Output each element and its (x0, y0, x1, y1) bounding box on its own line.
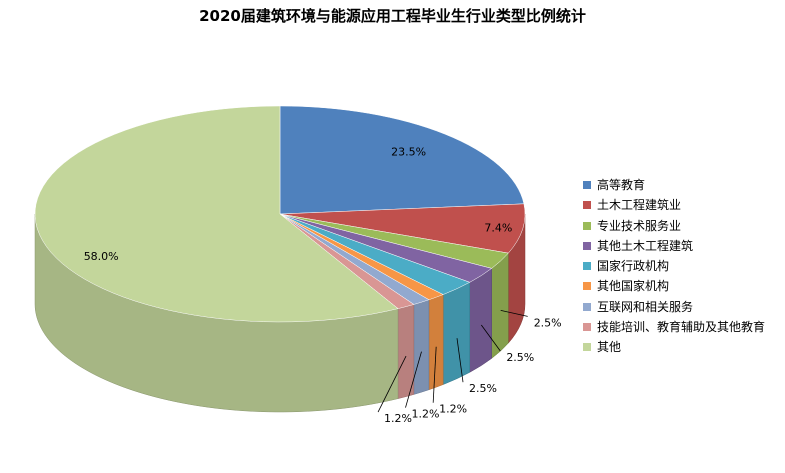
legend-label: 其他 (597, 340, 622, 355)
legend-item: 专业技术服务业 (583, 219, 765, 239)
legend-label: 土木工程建筑业 (597, 198, 682, 213)
pie-side-4 (442, 281, 471, 385)
chart-title: 2020届建筑环境与能源应用工程毕业生行业类型比例统计 (199, 7, 586, 25)
pie-side-3 (469, 267, 492, 373)
leader-line-3 (481, 324, 501, 352)
legend-swatch (583, 343, 591, 352)
data-label-3: 2.5% (506, 351, 534, 364)
legend-item: 技能培训、教育辅助及其他教育 (583, 320, 765, 340)
legend: 高等教育土木工程建筑业 专业技术服务业 其他土木工程建筑 国家行政机构 其他国家机构互联… (583, 178, 765, 361)
legend-swatch (583, 323, 591, 332)
data-label-6: 1.2% (412, 408, 440, 421)
legend-label: 其他土木工程建筑 (597, 238, 694, 253)
legend-swatch (583, 181, 591, 189)
pie-slice-0 (279, 105, 525, 215)
pie-slice-1 (279, 203, 526, 254)
data-label-7: 1.2% (384, 412, 412, 425)
pie-slice-8 (34, 105, 399, 323)
leader-line-2 (500, 310, 528, 317)
legend-item: 土木工程建筑业 (583, 198, 765, 218)
legend-label: 技能培训、教育辅助及其他教育 (597, 320, 766, 335)
leader-line-4 (456, 338, 464, 383)
data-label-5: 1.2% (439, 403, 467, 416)
pie-side-5 (428, 294, 444, 391)
data-label-1: 7.4% (484, 221, 512, 234)
leader-line-6 (405, 351, 422, 408)
pie-side-6 (413, 299, 430, 395)
legend-label: 互联网和相关服务 (597, 299, 694, 314)
legend-swatch (583, 201, 591, 210)
legend-item: 其他 (583, 340, 765, 360)
legend-item: 其他国家机构 (583, 279, 765, 299)
legend-label: 专业技术服务业 (597, 218, 682, 233)
leader-line-5 (432, 346, 437, 403)
pie-side-7 (397, 304, 415, 399)
legend-swatch (583, 302, 591, 311)
legend-item: 高等教育 (583, 178, 765, 198)
legend-label: 高等教育 (597, 178, 646, 192)
leader-line-7 (377, 355, 407, 413)
legend-swatch (583, 221, 591, 230)
data-label-8: 58.0% (84, 250, 119, 263)
data-label-0: 23.5% (391, 146, 426, 159)
legend-label: 其他国家机构 (597, 279, 670, 294)
legend-item: 国家行政机构 (583, 259, 765, 279)
legend-swatch (583, 262, 591, 271)
legend-swatch (583, 241, 591, 250)
data-label-2: 2.5% (534, 316, 562, 329)
legend-label: 国家行政机构 (597, 259, 670, 274)
legend-item: 互联网和相关服务 (583, 300, 765, 320)
data-label-4: 2.5% (469, 382, 497, 395)
legend-item: 其他土木工程建筑 (583, 239, 765, 259)
legend-swatch (583, 282, 591, 291)
